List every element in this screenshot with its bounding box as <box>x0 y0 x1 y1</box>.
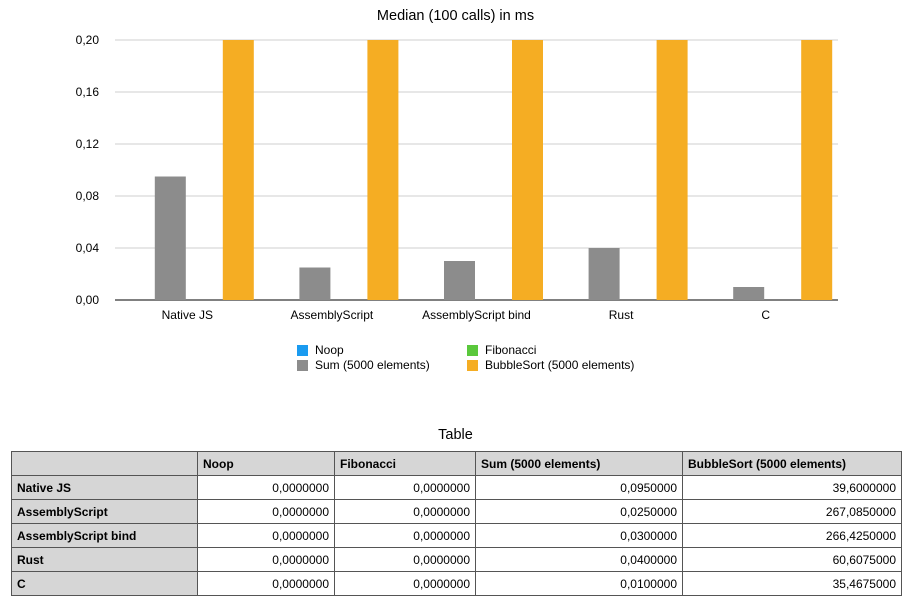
cell-sum: 0,0250000 <box>475 499 683 524</box>
y-tick-label: 0,04 <box>76 241 100 255</box>
cell-bubblesort: 39,6000000 <box>682 475 902 500</box>
bar <box>299 267 331 300</box>
data-table: Noop Fibonacci Sum (5000 elements) Bubbl… <box>11 451 902 596</box>
row-label: C <box>11 571 198 596</box>
table-row: AssemblyScript bind 0,0000000 0,0000000 … <box>11 523 902 548</box>
cell-noop: 0,0000000 <box>197 475 335 500</box>
table-header-noop: Noop <box>197 451 335 476</box>
table-row: Native JS 0,0000000 0,0000000 0,0950000 … <box>11 475 902 500</box>
cell-noop: 0,0000000 <box>197 523 335 548</box>
cell-sum: 0,0100000 <box>475 571 683 596</box>
bar <box>367 40 399 300</box>
row-label: AssemblyScript bind <box>11 523 198 548</box>
cell-bubblesort: 266,4250000 <box>682 523 902 548</box>
x-tick-label: AssemblyScript bind <box>422 308 531 322</box>
row-label: AssemblyScript <box>11 499 198 524</box>
legend-label-bubblesort: BubbleSort (5000 elements) <box>485 358 635 372</box>
cell-bubblesort: 267,0850000 <box>682 499 902 524</box>
bar <box>222 40 254 300</box>
table-header-row: Noop Fibonacci Sum (5000 elements) Bubbl… <box>11 451 902 476</box>
legend-item-noop: Noop <box>297 343 344 357</box>
table-header-bubblesort: BubbleSort (5000 elements) <box>682 451 902 476</box>
legend-item-sum: Sum (5000 elements) <box>297 358 430 372</box>
x-tick-label: C <box>761 308 770 322</box>
y-tick-label: 0,16 <box>76 85 100 99</box>
row-label: Native JS <box>11 475 198 500</box>
table-title: Table <box>438 427 473 443</box>
cell-noop: 0,0000000 <box>197 571 335 596</box>
cell-fibonacci: 0,0000000 <box>334 499 476 524</box>
bar <box>588 248 620 300</box>
x-tick-label: Rust <box>609 308 634 322</box>
cell-fibonacci: 0,0000000 <box>334 523 476 548</box>
bar <box>801 40 833 300</box>
legend-swatch-sum <box>297 359 308 371</box>
bar <box>512 40 543 300</box>
legend-item-fibonacci: Fibonacci <box>467 343 536 357</box>
cell-sum: 0,0950000 <box>475 475 683 500</box>
table-row: AssemblyScript 0,0000000 0,0000000 0,025… <box>11 499 902 524</box>
row-label: Rust <box>11 547 198 572</box>
x-tick-label: AssemblyScript <box>291 308 374 322</box>
y-tick-label: 0,00 <box>76 293 100 307</box>
bar <box>444 261 475 300</box>
legend-swatch-noop <box>297 344 308 356</box>
cell-noop: 0,0000000 <box>197 499 335 524</box>
table-header-sum: Sum (5000 elements) <box>475 451 683 476</box>
table-row: C 0,0000000 0,0000000 0,0100000 35,46750… <box>11 571 902 596</box>
cell-sum: 0,0400000 <box>475 547 683 572</box>
bar-chart: 0,00 0,04 0,08 0,12 0,16 0,20 Native JS Assembl… <box>76 33 838 322</box>
legend-swatch-fibonacci <box>467 344 478 356</box>
y-tick-label: 0,08 <box>76 189 100 203</box>
table-header-fibonacci: Fibonacci <box>334 451 476 476</box>
y-tick-label: 0,20 <box>76 33 100 47</box>
cell-bubblesort: 60,6075000 <box>682 547 902 572</box>
y-tick-label: 0,12 <box>76 137 100 151</box>
legend-label-noop: Noop <box>315 343 344 357</box>
bar <box>656 40 688 300</box>
table-header-corner <box>11 451 198 476</box>
cell-noop: 0,0000000 <box>197 547 335 572</box>
legend-label-sum: Sum (5000 elements) <box>315 358 430 372</box>
legend-item-bubblesort: BubbleSort (5000 elements) <box>467 358 634 372</box>
legend-label-fibonacci: Fibonacci <box>485 343 537 357</box>
bar <box>154 176 186 300</box>
cell-fibonacci: 0,0000000 <box>334 571 476 596</box>
legend-swatch-bubblesort <box>467 359 478 371</box>
bar <box>733 287 765 300</box>
x-tick-label: Native JS <box>162 308 213 322</box>
cell-fibonacci: 0,0000000 <box>334 547 476 572</box>
cell-sum: 0,0300000 <box>475 523 683 548</box>
cell-bubblesort: 35,4675000 <box>682 571 902 596</box>
cell-fibonacci: 0,0000000 <box>334 475 476 500</box>
table-row: Rust 0,0000000 0,0000000 0,0400000 60,60… <box>11 547 902 572</box>
chart-title: Median (100 calls) in ms <box>376 8 535 24</box>
